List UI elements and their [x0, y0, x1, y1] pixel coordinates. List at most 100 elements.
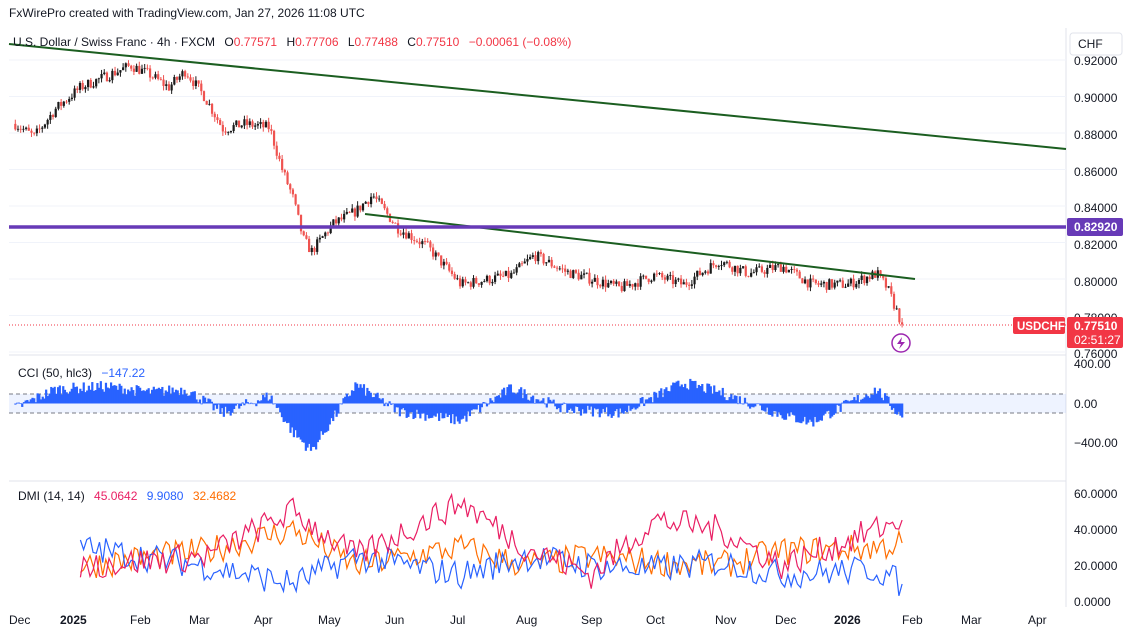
price-tick: 0.92000 [1074, 54, 1118, 68]
cci-bar [41, 396, 44, 404]
price-candle [825, 281, 828, 290]
cci-bar [285, 403, 289, 424]
trendline-upper[interactable] [8, 43, 1067, 150]
cci-bar [120, 385, 123, 404]
cci-bar [205, 402, 208, 404]
cci-bar [849, 400, 853, 404]
cci-bar [207, 398, 210, 404]
time-tick: Jun [385, 613, 404, 627]
price-candle [76, 88, 79, 90]
price-candle [833, 282, 836, 288]
cci-bar [374, 393, 378, 404]
price-candle [302, 231, 305, 236]
cci-bar [197, 402, 200, 404]
cci-bar [53, 386, 56, 404]
cci-bar [253, 403, 256, 405]
cci-bar [678, 386, 682, 404]
cci-bar [414, 403, 417, 418]
cci-bar [520, 387, 523, 404]
cci-bar [142, 390, 145, 404]
cci-bar [448, 403, 451, 415]
cci-bar [610, 403, 613, 418]
price-candle [615, 281, 618, 284]
cci-bar [43, 398, 46, 404]
cci-bar [813, 403, 817, 417]
cci-bar [227, 403, 231, 412]
dmi-axis[interactable]: 60.0000 40.0000 20.0000 0.0000 [1074, 487, 1118, 609]
cci-bar [649, 397, 653, 404]
price-candle [550, 259, 553, 267]
cci-bar [509, 384, 513, 404]
cci-bar [50, 386, 53, 404]
cci-bar [769, 403, 772, 416]
alert-icon[interactable] [891, 333, 911, 353]
price-candle [456, 278, 459, 280]
cci-bar [238, 403, 241, 409]
cci-bar [439, 403, 442, 413]
cci-bar [200, 403, 203, 405]
cci-bar [309, 403, 313, 451]
cci-bar [764, 403, 767, 412]
price-candle [820, 283, 823, 285]
price-candle [574, 270, 578, 273]
price-candle [210, 103, 214, 114]
cci-bar [180, 387, 183, 404]
cci-bar [598, 403, 601, 418]
cci-bar [801, 403, 805, 422]
symbol-legend[interactable]: U.S. Dollar / Swiss Franc · 4h · FXCM O0… [13, 35, 571, 49]
price-candle [882, 274, 885, 279]
price-candle [512, 272, 516, 274]
price-candle [205, 100, 208, 105]
svg-text:U.S. Dollar / Swiss Franc · 4h: U.S. Dollar / Swiss Franc · 4h · FXCM O0… [13, 35, 571, 49]
last-price-label: 0.77510 [1074, 319, 1118, 333]
cci-bar [489, 398, 492, 404]
cci-bar [518, 389, 521, 404]
price-candle [138, 65, 141, 74]
cci-bar [880, 397, 883, 404]
cci-bar [632, 403, 636, 408]
price-candle [453, 273, 456, 279]
cci-bar [308, 403, 311, 444]
time-tick: Dec [775, 613, 796, 627]
cci-bar [714, 391, 718, 404]
cci-bar [844, 399, 847, 404]
price-candle [43, 124, 47, 128]
bar-countdown: 02:51:27 [1074, 333, 1121, 347]
trendline-lower[interactable] [364, 213, 916, 280]
cci-bar [716, 391, 719, 404]
cci-bar [391, 403, 395, 405]
price-candle [812, 278, 815, 280]
price-candle [768, 265, 772, 268]
cci-tick: −400.00 [1074, 436, 1118, 450]
cci-bar [523, 389, 526, 404]
cci-bar [451, 403, 454, 415]
price-candle [499, 273, 502, 276]
cci-axis[interactable]: 400.00 0.00 −400.00 [1074, 357, 1118, 450]
price-candle [639, 276, 642, 287]
cci-bar [280, 403, 284, 418]
price-candle [92, 86, 95, 88]
price-candle [122, 67, 125, 71]
cci-legend[interactable]: CCI (50, hlc3) −147.22 [18, 366, 145, 380]
currency-button[interactable]: CHF [1069, 32, 1123, 56]
cci-bar [511, 392, 514, 404]
cci-bar [508, 384, 511, 404]
cci-bar [842, 400, 846, 404]
cci-bar [436, 403, 439, 414]
price-candle [369, 196, 373, 205]
cci-bar [68, 391, 72, 404]
price-candle [518, 263, 521, 268]
cci-bar [702, 391, 706, 404]
cci-bar [504, 395, 507, 404]
cci-bar [94, 390, 97, 404]
dmi-legend[interactable]: DMI (14, 14) 45.0642 9.9080 32.4682 [18, 489, 237, 503]
price-axis[interactable]: 0.92000 0.90000 0.88000 0.86000 0.84000 … [1013, 54, 1123, 361]
price-tick: 0.84000 [1074, 201, 1118, 215]
time-axis[interactable]: Dec 2025 Feb Mar Apr May Jun Jul Aug Sep… [9, 613, 1047, 627]
cci-bar [109, 382, 113, 404]
price-candle [194, 80, 197, 86]
cci-bar [687, 389, 690, 404]
cci-bar [113, 385, 116, 404]
price-candle [264, 121, 268, 128]
